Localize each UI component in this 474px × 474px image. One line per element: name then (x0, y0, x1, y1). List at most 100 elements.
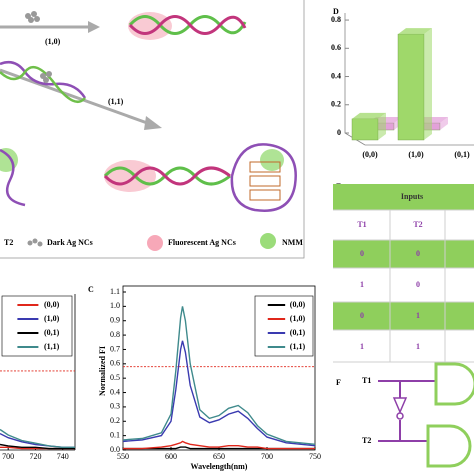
y-tick-label: 0.0 (110, 445, 120, 454)
x-tick-label: 740 (57, 452, 69, 461)
x-tick-label: 600 (165, 452, 177, 461)
bar-front (397, 33, 425, 141)
x-tick-label: 750 (309, 452, 321, 461)
x-tick-label: 650 (213, 452, 225, 461)
gate-input: T2 (362, 436, 371, 445)
y-tick-label: 0.7 (110, 344, 120, 353)
bar-side (440, 116, 448, 130)
y-tick-label: 0.3 (110, 402, 120, 411)
y-tick-label: 0.8 (110, 330, 120, 339)
y-tick-label: 0.5 (110, 373, 120, 382)
helix (0, 65, 86, 103)
row-bg (333, 240, 474, 268)
quadruplex (230, 143, 297, 212)
y-tick-label: 0.9 (110, 316, 120, 325)
gate-input: T1 (362, 376, 371, 385)
legend-label: (0,1) (44, 328, 60, 337)
not-bubble (396, 412, 404, 420)
column-header: T1 (357, 220, 366, 229)
legend-text: T2 (4, 238, 13, 247)
legend-icon (27, 238, 43, 247)
table-lines (333, 209, 474, 363)
legend-label: (0,0) (290, 300, 306, 309)
y-tick-label: 0.2 (331, 100, 341, 109)
series-line (0, 428, 75, 448)
panel-label: D (333, 7, 339, 16)
x-axis-label: Wavelength(nm) (191, 462, 248, 471)
panel-label: F (336, 378, 341, 387)
legend-label: (1,1) (290, 342, 306, 351)
x-tick-label: (0,1) (454, 150, 470, 159)
y-tick-label: 0.6 (331, 43, 341, 52)
legend-text: NMM (282, 238, 303, 247)
nmm (260, 149, 284, 171)
quadruplex (0, 148, 26, 207)
y-tick-label: 0.4 (331, 71, 341, 80)
helix (103, 166, 231, 186)
y-axis-label: Normalized FI (98, 346, 107, 396)
bar-side (378, 112, 386, 140)
g-quartet (249, 161, 281, 201)
header-bg (333, 184, 474, 210)
legend-label: (0,0) (44, 300, 60, 309)
and-gate (426, 424, 472, 468)
column-header: T2 (413, 220, 422, 229)
bar-top (352, 112, 386, 119)
table-header: Inputs (401, 192, 423, 201)
glow (104, 160, 156, 192)
y-tick-label: 0.4 (110, 387, 120, 396)
arrow-head (144, 116, 162, 130)
y-tick-label: 0.2 (110, 416, 120, 425)
diagram-frame (0, 0, 305, 259)
x-tick-label: 700 (261, 452, 273, 461)
x-tick-label: 720 (29, 452, 41, 461)
y-tick-label: 1.1 (110, 287, 120, 296)
series-line (122, 340, 316, 447)
wires (378, 380, 436, 442)
cell: 1 (360, 280, 364, 289)
bar-top (398, 28, 432, 35)
series-line (123, 440, 315, 450)
arrow-label: (1,1) (108, 97, 124, 106)
helix (128, 15, 247, 35)
series-line (0, 443, 75, 450)
cell: 0 (360, 311, 364, 320)
series-line (122, 306, 316, 445)
legend-text: Fluorescent Ag NCs (168, 238, 236, 247)
arrow-label: (1,0) (45, 37, 61, 46)
x-tick-label: (1,0) (408, 150, 424, 159)
y-tick-label: 0.6 (110, 359, 120, 368)
x-tick-label: 700 (2, 452, 14, 461)
row-bg (333, 302, 474, 330)
helix (0, 61, 87, 99)
cell: 0 (360, 249, 364, 258)
legend-label: (0,1) (290, 328, 306, 337)
y-tick-label: 1.0 (110, 301, 120, 310)
truth-table: Inputs T1 T2 0 0 1 0 0 1 1 1 (333, 184, 474, 363)
panel-label: C (88, 285, 94, 294)
y-tick-label: 0.8 (331, 15, 341, 24)
not-gate (392, 397, 408, 414)
legend-icon (260, 233, 276, 249)
cell: 1 (416, 311, 420, 320)
y-tick-label: 0.1 (110, 430, 120, 439)
cell: 0 (416, 249, 420, 258)
dark-ag-ncs (25, 11, 40, 23)
arrow (0, 68, 151, 126)
legend-icon (147, 235, 163, 251)
bar-front (351, 118, 379, 141)
and-gate (434, 362, 474, 406)
x-tick-label: (0,0) (362, 150, 378, 159)
legend-text: Dark Ag NCs (47, 238, 93, 247)
dark-ag-ncs (40, 71, 52, 83)
y-tick-label: 0 (337, 128, 341, 137)
series-line (123, 446, 315, 450)
bar-side (424, 28, 432, 141)
cell: 0 (416, 280, 420, 289)
legend-label: (1,1) (44, 342, 60, 351)
legend-label: (1,0) (44, 314, 60, 323)
legend-label: (1,0) (290, 314, 306, 323)
cell: 1 (360, 342, 364, 351)
